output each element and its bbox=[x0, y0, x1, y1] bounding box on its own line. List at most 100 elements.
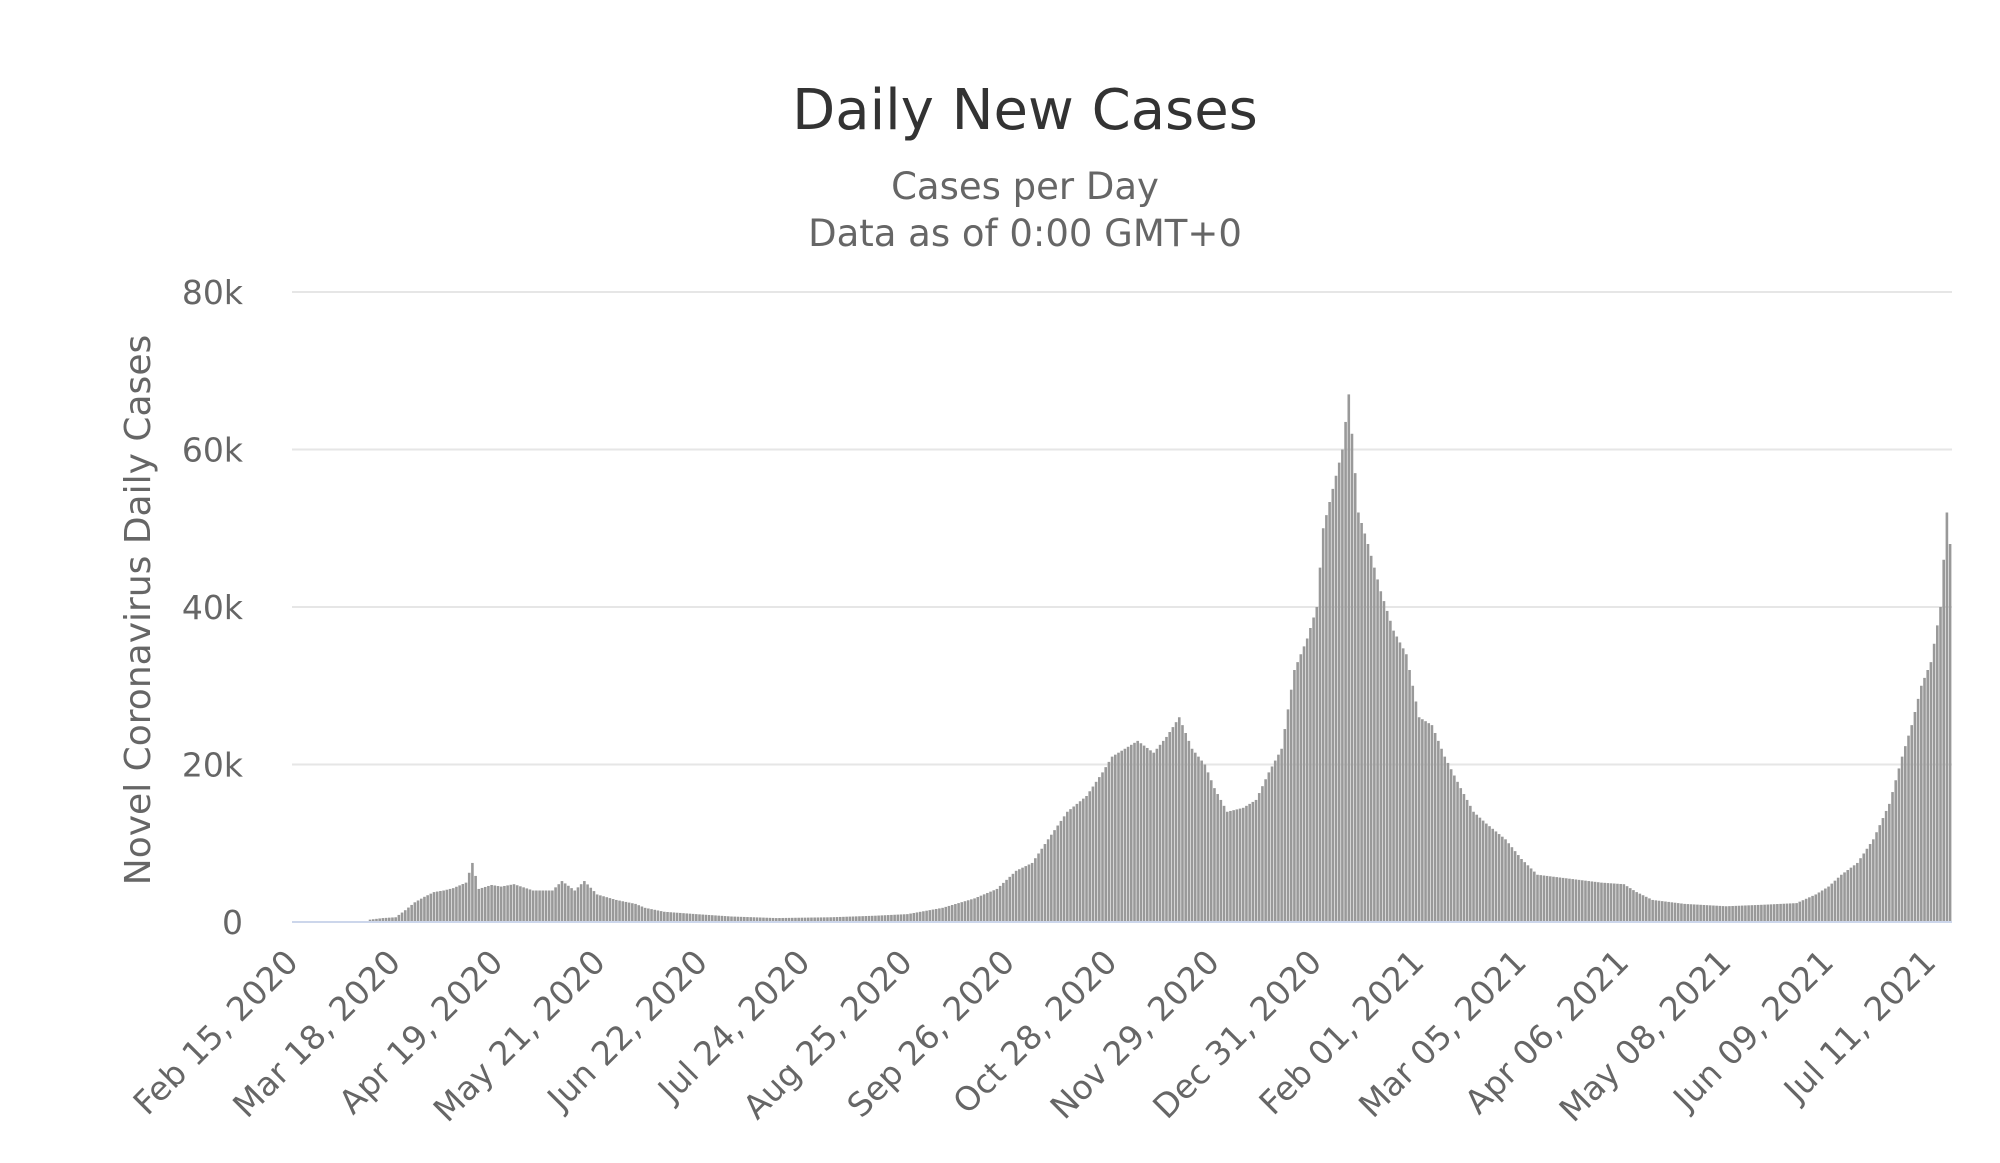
bar bbox=[1904, 746, 1907, 923]
bar bbox=[1347, 394, 1351, 923]
bar bbox=[1548, 876, 1552, 922]
bar bbox=[1216, 794, 1219, 922]
bar bbox=[1520, 859, 1523, 922]
bar bbox=[1053, 830, 1056, 923]
bar bbox=[1193, 752, 1197, 922]
bar bbox=[704, 914, 708, 922]
bar bbox=[435, 891, 439, 922]
bar bbox=[912, 912, 916, 922]
bar bbox=[1011, 873, 1015, 922]
bar bbox=[1241, 807, 1245, 922]
bar bbox=[621, 901, 625, 922]
bar bbox=[695, 914, 698, 923]
bar bbox=[1318, 567, 1322, 923]
bar bbox=[451, 888, 455, 922]
bar bbox=[464, 882, 468, 923]
bar bbox=[1302, 646, 1306, 923]
bar bbox=[1286, 709, 1290, 923]
bar bbox=[867, 915, 871, 922]
bar bbox=[1059, 820, 1063, 922]
bar bbox=[1043, 844, 1047, 922]
bar bbox=[883, 915, 887, 922]
bar bbox=[800, 917, 804, 922]
bar bbox=[1046, 839, 1050, 922]
bar bbox=[1075, 803, 1079, 923]
bar bbox=[618, 900, 621, 922]
bar bbox=[1443, 756, 1447, 923]
bar bbox=[1456, 781, 1459, 922]
bar bbox=[426, 895, 429, 922]
bar bbox=[637, 905, 641, 922]
bar bbox=[1139, 743, 1143, 922]
bar bbox=[822, 917, 826, 922]
bar bbox=[1747, 905, 1750, 922]
bar bbox=[1533, 871, 1536, 922]
bar bbox=[1171, 727, 1175, 922]
bar bbox=[1379, 591, 1383, 922]
bar bbox=[368, 919, 372, 922]
bar bbox=[1628, 888, 1632, 922]
bar bbox=[1686, 904, 1690, 922]
bar bbox=[960, 902, 964, 922]
bar bbox=[1136, 740, 1139, 923]
bar bbox=[1174, 722, 1178, 922]
bar bbox=[1536, 874, 1539, 922]
bar bbox=[1715, 905, 1718, 922]
bar bbox=[512, 884, 516, 922]
bar bbox=[1289, 689, 1293, 922]
bar bbox=[416, 900, 420, 922]
bar bbox=[1603, 882, 1606, 922]
bar bbox=[1389, 620, 1392, 922]
bar bbox=[765, 917, 768, 922]
bar bbox=[998, 885, 1002, 922]
bar bbox=[1923, 677, 1926, 923]
bar bbox=[1609, 883, 1613, 922]
bar bbox=[499, 886, 503, 922]
bar bbox=[1913, 712, 1917, 922]
bar bbox=[1507, 843, 1511, 922]
bar bbox=[1296, 662, 1299, 923]
bar bbox=[723, 916, 727, 922]
bar bbox=[1526, 865, 1530, 922]
bar bbox=[1808, 897, 1811, 922]
bar bbox=[1433, 733, 1437, 922]
bar bbox=[1117, 752, 1120, 922]
bar bbox=[1325, 515, 1328, 923]
bar bbox=[1360, 523, 1363, 922]
bar bbox=[522, 887, 525, 922]
bar bbox=[1014, 870, 1018, 922]
bar bbox=[1587, 881, 1590, 922]
bar bbox=[1190, 748, 1194, 922]
bar bbox=[1110, 756, 1114, 923]
bar bbox=[1798, 901, 1802, 922]
bar bbox=[762, 917, 765, 922]
bar bbox=[1155, 748, 1159, 922]
bar bbox=[1552, 876, 1555, 922]
bar bbox=[1929, 662, 1933, 923]
bar bbox=[423, 896, 426, 922]
bar bbox=[1235, 809, 1239, 922]
bar bbox=[1884, 810, 1888, 922]
bar bbox=[669, 912, 673, 922]
bar bbox=[781, 917, 784, 922]
bar bbox=[736, 916, 740, 922]
bar bbox=[1181, 725, 1184, 923]
bar bbox=[1772, 904, 1776, 922]
bar bbox=[938, 908, 941, 922]
y-tick-label: 60k bbox=[182, 431, 244, 470]
bar bbox=[663, 911, 666, 922]
bar bbox=[928, 910, 932, 922]
bar bbox=[666, 912, 669, 922]
bar bbox=[1862, 853, 1866, 922]
bar bbox=[1401, 648, 1405, 922]
bar bbox=[1840, 874, 1843, 922]
bar bbox=[1152, 752, 1155, 922]
bar bbox=[1622, 884, 1626, 922]
bar bbox=[880, 915, 884, 922]
bar bbox=[973, 898, 976, 923]
bar bbox=[1888, 803, 1891, 923]
bar bbox=[682, 913, 685, 922]
bar bbox=[1625, 886, 1629, 922]
bar bbox=[647, 908, 650, 922]
bar bbox=[1027, 864, 1031, 922]
